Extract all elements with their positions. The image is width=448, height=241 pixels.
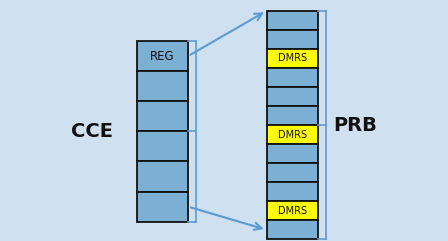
Bar	[137, 192, 188, 222]
Text: REG: REG	[150, 50, 175, 62]
Text: DMRS: DMRS	[278, 54, 307, 63]
Bar	[267, 106, 318, 125]
Bar	[267, 163, 318, 182]
Bar	[267, 49, 318, 68]
Bar	[137, 101, 188, 131]
Bar	[267, 87, 318, 106]
Text: CCE: CCE	[71, 122, 113, 141]
Bar	[137, 71, 188, 101]
Bar	[137, 131, 188, 161]
Bar	[137, 41, 188, 71]
Text: DMRS: DMRS	[278, 130, 307, 140]
Text: DMRS: DMRS	[278, 206, 307, 216]
Bar	[267, 182, 318, 201]
Text: PRB: PRB	[333, 116, 377, 134]
Bar	[267, 68, 318, 87]
Bar	[267, 144, 318, 163]
Bar	[267, 201, 318, 220]
Bar	[267, 30, 318, 49]
Bar	[267, 125, 318, 144]
Bar	[267, 11, 318, 30]
Bar	[267, 220, 318, 239]
Bar	[137, 161, 188, 192]
